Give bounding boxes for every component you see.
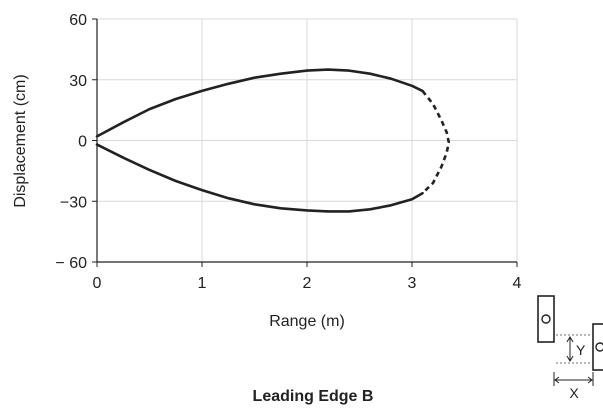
x-tick-labels: 0 1 2 3 4: [93, 275, 522, 292]
x-tick-label: 3: [408, 275, 417, 292]
y-dimension-label: Y: [576, 342, 586, 358]
x-tick-label: 0: [93, 275, 102, 292]
circle-left: [541, 314, 551, 324]
y-tick-label: − 60: [55, 255, 87, 272]
x-axis-label: Range (m): [269, 313, 345, 330]
x-tick-label: 2: [303, 275, 312, 292]
gridlines: [97, 18, 518, 262]
y-axis-label: Displacement (cm): [12, 74, 29, 207]
series-lines: [95, 68, 451, 213]
block-left: [537, 295, 555, 343]
x-tick-label: 4: [513, 275, 522, 292]
y-tick-labels: 60 30 0 −30 − 60: [55, 12, 87, 272]
y-arrowheads: [566, 336, 574, 362]
block-right: [592, 323, 603, 371]
series-line-1: [95, 68, 424, 138]
circle-right: [595, 342, 603, 352]
y-tick-label: 0: [78, 134, 87, 151]
series-line-3: [95, 143, 424, 213]
axes: [92, 18, 518, 267]
chart-caption: Leading Edge B: [253, 388, 374, 405]
x-tick-label: 1: [198, 275, 207, 292]
y-tick-label: −30: [60, 194, 87, 211]
y-tick-label: 30: [69, 73, 87, 90]
x-arrowheads: [554, 376, 593, 384]
offset-diagram: Y X: [537, 295, 603, 401]
series-line-2: [421, 90, 451, 195]
x-dimension-label: X: [569, 385, 579, 401]
y-tick-label: 60: [69, 12, 87, 29]
